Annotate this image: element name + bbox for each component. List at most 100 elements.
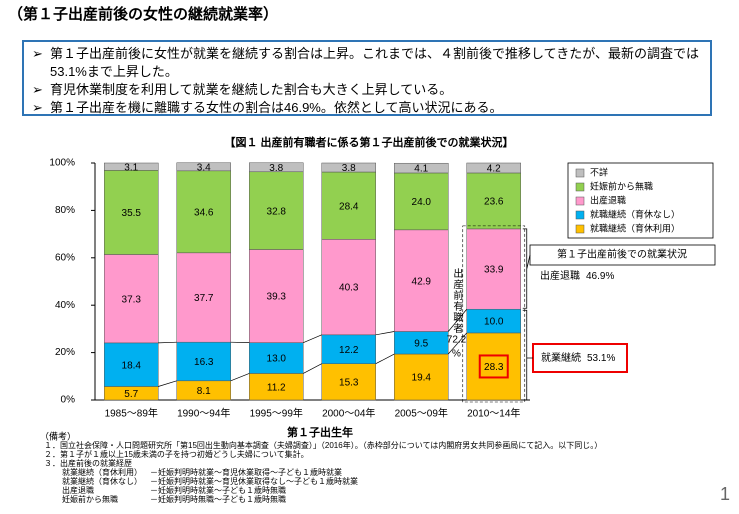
legend-swatch [575,224,585,234]
data-label: 37.7 [194,293,214,304]
note-item-desc: －妊娠判明時無職～子ども１歳時無職 [150,494,286,504]
x-tick-label: 2005～09年 [395,407,448,420]
data-label: 9.5 [414,338,428,349]
callout-continue: 就業継続 53.1% [541,351,615,364]
y-tick-label: 100% [49,158,75,169]
callout-quit: 出産退職 46.9% [540,269,614,282]
bar-segment [321,363,376,401]
connector-line [303,334,322,343]
x-tick-label: 2010～14年 [467,407,520,420]
y-tick-label: 80% [55,205,75,216]
bar-segment [176,170,231,254]
data-label: 18.4 [122,360,142,371]
page-number: 1 [720,484,730,504]
data-label: 15.3 [339,378,359,389]
data-label: 3.8 [342,163,356,174]
data-label: 39.3 [267,292,287,303]
data-label: 42.9 [412,276,432,287]
data-label: 5.7 [124,389,138,400]
bar-segment [249,373,304,401]
chart-title: 【図１ 出産前有職者に係る第１子出産前後での就業状況】 [224,135,513,149]
annotation-unit: % [452,349,461,360]
data-label: 3.1 [124,162,138,173]
data-label: 34.6 [194,207,214,218]
bar-segment [249,162,304,173]
y-tick-label: 0% [61,395,76,406]
bar-segment [321,334,376,364]
bar-segment [104,162,159,171]
connector-line [158,380,177,387]
bar-segment [249,342,304,374]
annotation-value: 72.2 [447,335,467,346]
x-tick-label: 1995～99年 [250,407,303,420]
connector-line [447,309,468,332]
bar-segment [466,332,521,401]
bar-segment [249,249,304,343]
callout-title: 第１子出産前後での就業状況 [557,248,687,261]
highlight-box [478,354,509,379]
data-label: 4.1 [414,164,428,175]
y-tick-label: 40% [55,300,75,311]
bar-segment [321,162,376,173]
notes-heading: （備考） [40,430,76,441]
bar-segment [176,162,231,172]
bullet: 第１子出産前後に女性が就業を継続する割合は上昇。これまでは、４割前後で推移してき… [32,45,702,81]
bar-segment [104,254,159,344]
legend-label: 就職継続（育休なし） [590,208,680,219]
data-label: 4.2 [487,164,501,175]
connector-line [230,373,250,382]
bullet: 育児休業制度を利用して就業を継続した割合も大きく上昇している。 [32,81,702,99]
data-label: 8.1 [197,386,211,397]
summary-box: 第１子出産前後に女性が就業を継続する割合は上昇。これまでは、４割前後で推移してき… [22,40,712,117]
connector-line [375,331,395,336]
bar-segment [466,228,521,310]
legend-label: 妊娠前から無職 [590,180,653,191]
data-label: 37.3 [122,294,142,305]
data-label: 32.8 [267,206,287,217]
data-label: 28.3 [484,362,504,373]
legend-label: 就職継続（育休利用） [590,222,680,233]
data-label: 24.0 [412,197,432,208]
bracket [522,309,533,401]
bar-segment [321,171,376,240]
data-label: 35.5 [122,208,142,219]
x-tick-label: 1990～94年 [177,407,230,420]
note-item-desc: －妊娠判明時就業～育児休業取得～子ども１歳時就業 [150,467,342,477]
data-label: 3.4 [197,162,211,173]
bar-segment [394,353,449,401]
page-title: （第１子出産前後の女性の継続就業率） [8,5,278,23]
bar-segment [394,229,449,332]
note-item-label: 就業継続（育休なし） [62,476,142,486]
data-label: 23.6 [484,197,504,208]
note-item-desc: －妊娠判明時就業～子ども１歳時無職 [150,485,286,495]
note-line: １．国立社会保障・人口問題研究所「第15回出生動向基本調査（夫婦調査）」（201… [44,440,602,450]
bar-segment [104,170,159,255]
x-tick-label: 1985～89年 [105,407,158,420]
data-label: 28.4 [339,201,359,212]
bar-segment [176,341,231,382]
connector-line [303,363,322,374]
bar-segment [104,342,159,387]
bracket [522,228,531,309]
connector-line [158,341,177,344]
data-label: 3.8 [269,163,283,174]
note-line: ３．出産前後の就業経歴 [44,458,132,468]
data-label: 16.3 [194,357,214,368]
connector-line [375,353,395,365]
y-tick-label: 60% [55,252,75,263]
x-axis-label: 第１子出生年 [287,425,353,439]
bar-segment [321,239,376,336]
data-label: 12.2 [339,345,359,356]
note-item-label: 就業継続（育休利用） [62,467,142,477]
bar-segment [176,252,231,343]
legend-swatch [575,196,585,206]
note-item-label: 妊娠前から無職 [62,494,118,504]
bar-segment [394,172,449,231]
data-label: 11.2 [267,382,286,393]
annotation-text: 出産前有職者 [451,267,463,334]
legend-swatch [575,210,585,220]
x-tick-label: 2000～04年 [322,407,375,420]
data-label: 13.0 [267,354,287,365]
